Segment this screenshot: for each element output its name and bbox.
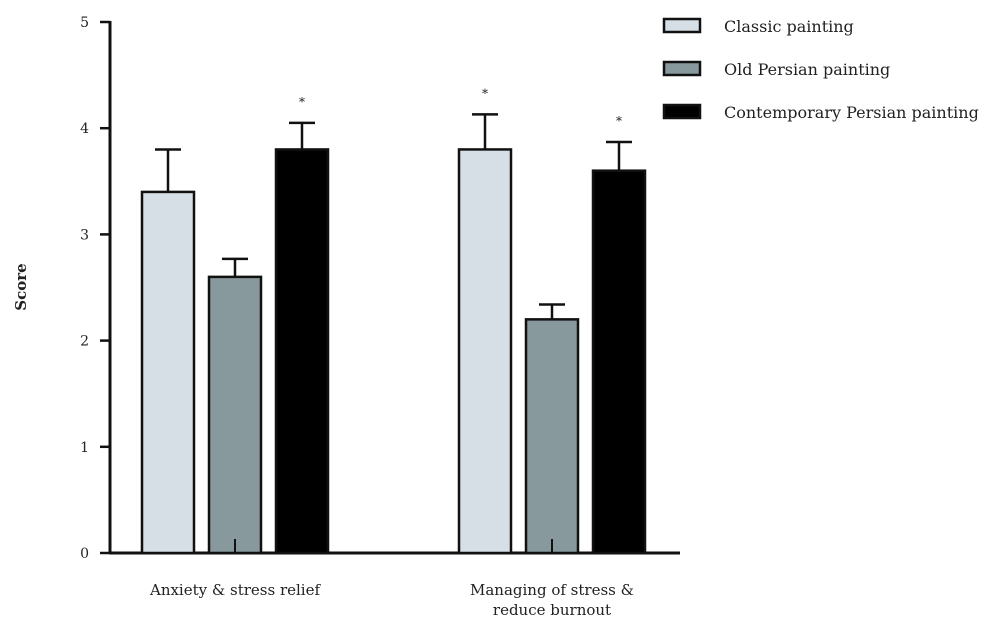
bar [207,275,263,555]
y-tick-label: 0 [80,546,89,562]
legend-swatch [662,60,702,77]
bar [274,148,330,555]
x-category-label: reduce burnout [493,601,611,619]
y-tick-label: 1 [80,440,89,456]
bar [140,190,196,555]
legend-label: Contemporary Persian painting [724,103,979,122]
y-tick-label: 4 [80,121,89,137]
plot-area: 0 1 2 3 4 5 * Anxiety & stress relief * * Managing… [80,15,680,619]
legend-swatch [662,17,702,34]
significance-marker: * [482,86,488,100]
x-category-label: Managing of stress & [470,581,634,599]
bar [457,148,513,555]
x-category-label: Anxiety & stress relief [149,581,321,599]
bar [524,318,580,555]
legend-label: Classic painting [724,17,854,36]
bar [591,169,647,555]
y-axis-title: Score [12,263,30,310]
significance-marker: * [299,95,305,109]
y-tick-label: 3 [80,227,89,243]
legend-label: Old Persian painting [724,60,890,79]
legend-swatch [662,103,702,120]
significance-marker: * [616,114,622,128]
y-tick-label: 5 [80,15,89,31]
y-tick-label: 2 [80,334,89,350]
legend: Classic painting Old Persian painting Cont… [662,17,979,122]
